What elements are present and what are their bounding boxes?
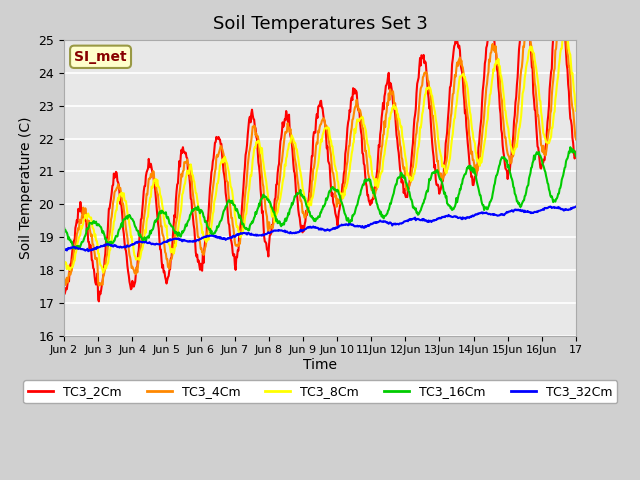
TC3_32Cm — [175, 236, 182, 241]
TC3_32Cm — [572, 204, 580, 209]
TC3_2Cm — [60, 285, 68, 290]
TC3_32Cm — [123, 243, 131, 249]
Line: TC3_32Cm: TC3_32Cm — [64, 206, 576, 251]
TC3_8Cm — [397, 124, 405, 130]
TC3_16Cm — [175, 229, 182, 235]
TC3_4Cm — [123, 230, 131, 236]
TC3_32Cm — [202, 234, 209, 240]
TC3_16Cm — [72, 246, 80, 252]
TC3_8Cm — [69, 262, 77, 268]
TC3_4Cm — [69, 256, 77, 262]
TC3_32Cm — [383, 220, 390, 226]
TC3_32Cm — [397, 221, 405, 227]
TC3_32Cm — [69, 244, 77, 250]
TC3_16Cm — [69, 246, 77, 252]
TC3_4Cm — [572, 136, 580, 142]
Legend: TC3_2Cm, TC3_4Cm, TC3_8Cm, TC3_16Cm, TC3_32Cm: TC3_2Cm, TC3_4Cm, TC3_8Cm, TC3_16Cm, TC3… — [23, 380, 617, 403]
TC3_16Cm — [123, 214, 131, 219]
TC3_8Cm — [572, 108, 580, 114]
TC3_2Cm — [123, 254, 131, 260]
TC3_8Cm — [202, 234, 209, 240]
TC3_2Cm — [69, 243, 77, 249]
TC3_4Cm — [397, 155, 405, 160]
TC3_4Cm — [558, 11, 566, 16]
Title: Soil Temperatures Set 3: Soil Temperatures Set 3 — [212, 15, 428, 33]
X-axis label: Time: Time — [303, 358, 337, 372]
TC3_32Cm — [60, 246, 68, 252]
TC3_4Cm — [202, 243, 209, 249]
Y-axis label: Soil Temperature (C): Soil Temperature (C) — [19, 117, 33, 259]
TC3_16Cm — [397, 170, 405, 176]
TC3_8Cm — [564, 32, 572, 37]
TC3_2Cm — [202, 236, 209, 241]
TC3_2Cm — [95, 299, 103, 304]
TC3_2Cm — [572, 149, 580, 155]
TC3_32Cm — [84, 248, 92, 254]
TC3_8Cm — [175, 223, 182, 228]
Line: TC3_16Cm: TC3_16Cm — [64, 147, 576, 249]
Line: TC3_4Cm: TC3_4Cm — [64, 13, 576, 286]
TC3_16Cm — [383, 211, 390, 217]
TC3_4Cm — [383, 109, 390, 115]
TC3_4Cm — [95, 283, 103, 288]
Line: TC3_2Cm: TC3_2Cm — [64, 0, 576, 301]
TC3_8Cm — [99, 270, 107, 276]
Line: TC3_8Cm: TC3_8Cm — [64, 35, 576, 273]
TC3_4Cm — [175, 195, 182, 201]
TC3_4Cm — [60, 280, 68, 286]
TC3_8Cm — [123, 204, 131, 210]
TC3_2Cm — [383, 82, 390, 88]
TC3_2Cm — [397, 180, 405, 185]
TC3_16Cm — [202, 219, 209, 225]
TC3_16Cm — [60, 224, 68, 230]
TC3_2Cm — [175, 169, 182, 175]
TC3_16Cm — [566, 144, 574, 150]
TC3_8Cm — [383, 136, 390, 142]
TC3_8Cm — [60, 261, 68, 266]
Text: SI_met: SI_met — [74, 50, 127, 64]
TC3_16Cm — [572, 153, 580, 159]
